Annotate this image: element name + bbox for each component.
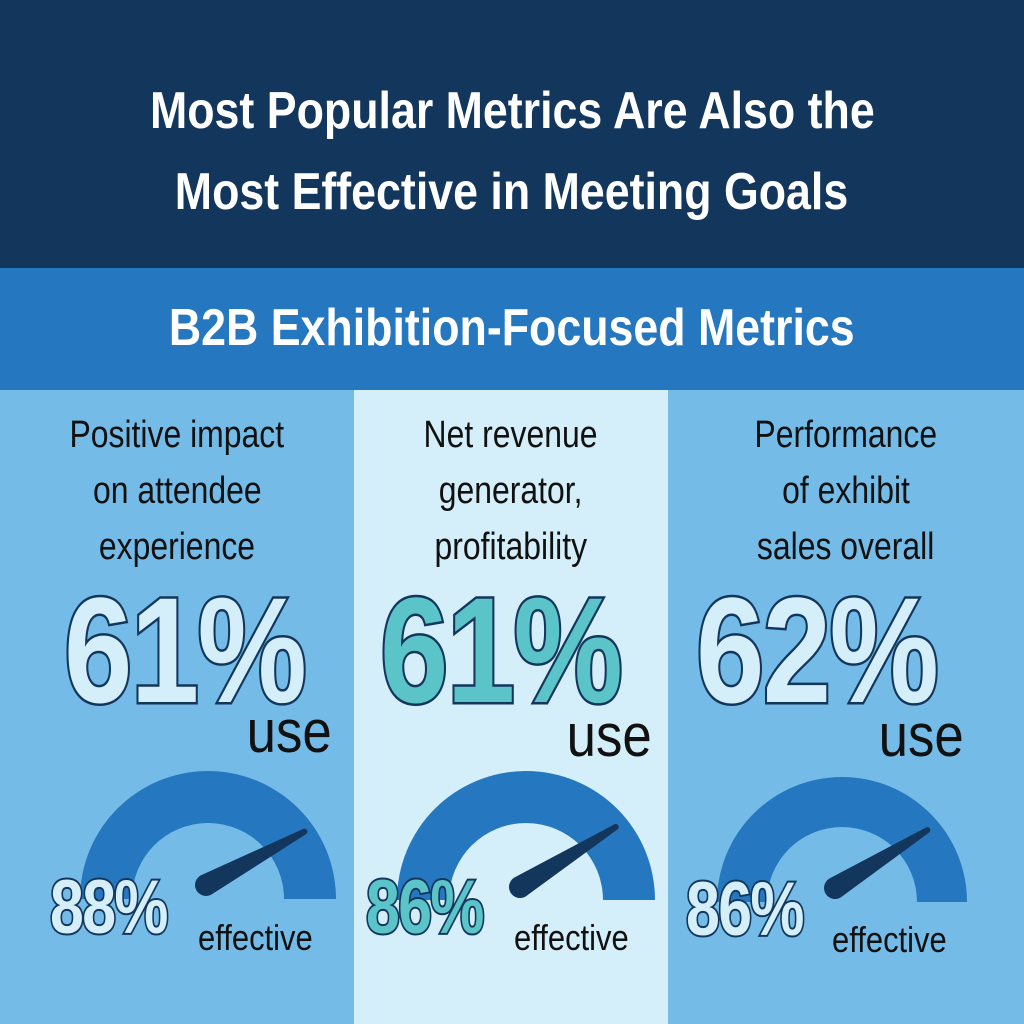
gauge-needle xyxy=(509,823,619,898)
effectiveness-gauge xyxy=(717,777,967,902)
use-percentage: 61% xyxy=(62,566,309,734)
effective-label: effective xyxy=(514,917,629,958)
section-title: B2B Exhibition-Focused Metrics xyxy=(169,299,855,357)
header-banner: Most Popular Metrics Are Also the Most E… xyxy=(0,0,1024,268)
metric-card-exhibit-sales: Performance of exhibit sales overall 62%… xyxy=(668,390,1024,1024)
effectiveness-gauge xyxy=(80,771,336,899)
use-label: use xyxy=(246,698,332,765)
metric-card-attendee-experience: Positive impact on attendee experience 6… xyxy=(0,390,354,1024)
effective-label: effective xyxy=(198,917,313,958)
section-banner xyxy=(0,268,1024,390)
page-title-line-2: Most Effective in Meeting Goals xyxy=(175,163,849,221)
use-percentage: 61% xyxy=(378,566,625,734)
gauge-needle xyxy=(195,828,308,896)
use-label: use xyxy=(566,702,652,769)
gauge-arc xyxy=(80,771,336,899)
gauge-arc xyxy=(717,777,967,902)
metric-label: Positive impact on attendee experience xyxy=(69,414,285,568)
use-percentage: 62% xyxy=(694,566,941,734)
effective-percentage: 86% xyxy=(364,865,486,950)
page-title-line-1: Most Popular Metrics Are Also the xyxy=(149,82,875,140)
effectiveness-gauge xyxy=(397,771,655,900)
use-label: use xyxy=(878,702,964,769)
gauge-needle xyxy=(824,827,931,899)
effective-label: effective xyxy=(832,919,947,960)
effective-percentage: 86% xyxy=(684,867,806,952)
metric-label: Net revenue generator, profitability xyxy=(424,414,598,568)
metric-card-net-revenue: Net revenue generator, profitability 61%… xyxy=(354,390,668,1024)
gauge-arc xyxy=(397,771,655,900)
effective-percentage: 88% xyxy=(48,865,170,950)
metric-label: Performance of exhibit sales overall xyxy=(754,414,938,568)
